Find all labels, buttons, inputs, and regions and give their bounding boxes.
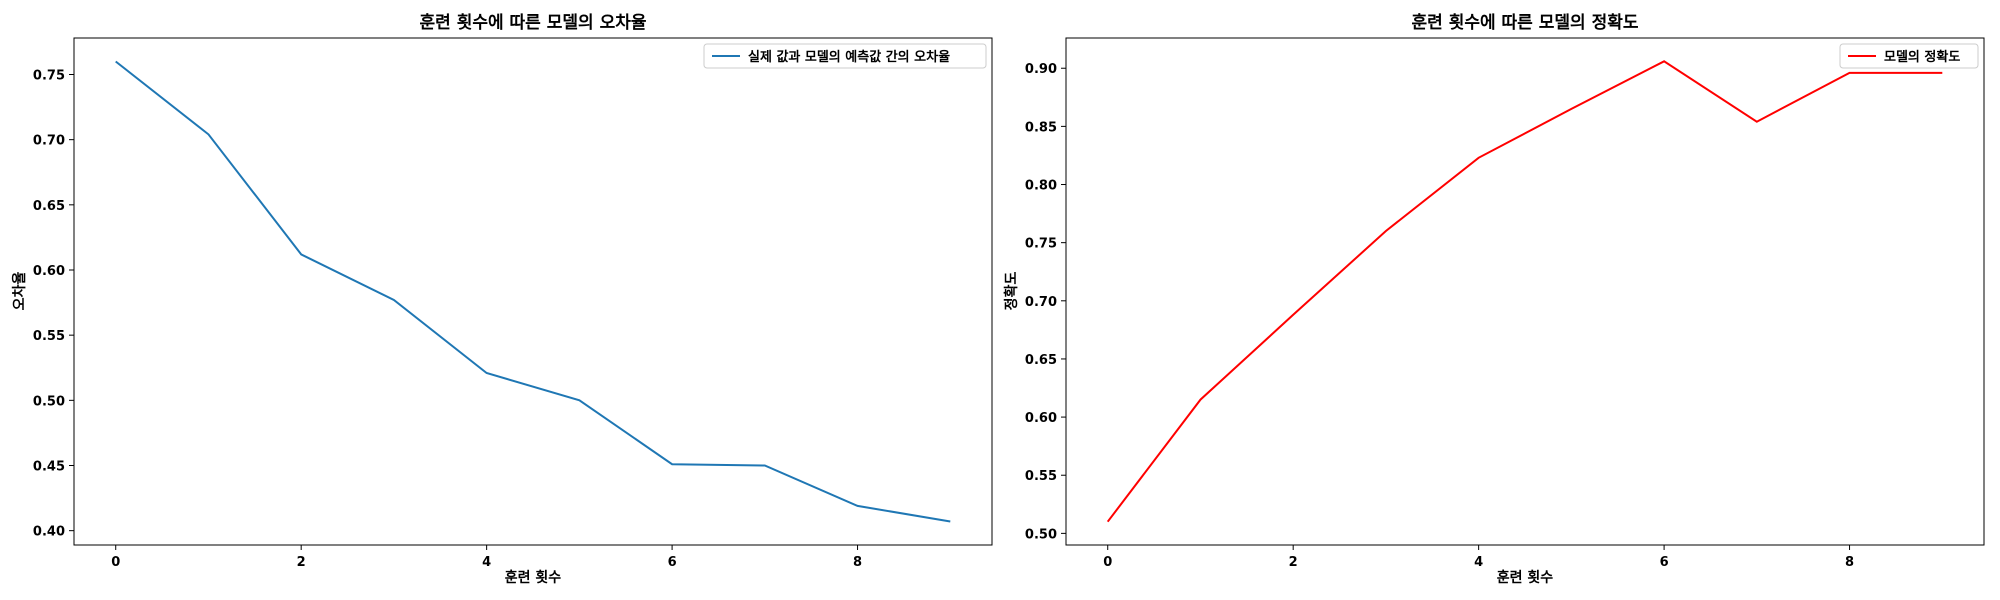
x-tick-label: 6: [1660, 555, 1669, 570]
chart-accuracy: 훈련 횟수에 따른 모델의 정확도 0 2 4 6 80.500.550.600.650…: [1003, 12, 1985, 586]
y-tick-label: 0.85: [1025, 120, 1057, 135]
chart-title: 훈련 횟수에 따른 모델의 정확도: [1412, 12, 1639, 33]
x-tick-label: 0: [111, 555, 120, 570]
y-tick-label: 0.55: [1025, 469, 1057, 484]
series-line: [115, 60, 951, 523]
tick-group: 0 2 4 6 8 0.40 0.45 0.50 0.55 0.60 0.65 0.70 0.75: [33, 68, 862, 570]
y-axis-label: 정확도: [1003, 272, 1020, 311]
y-tick-label: 0.75: [33, 68, 65, 83]
y-tick-label: 0.60: [1025, 411, 1057, 426]
y-axis-label: 오차율: [11, 272, 28, 311]
legend: 모델의 정확도: [1839, 43, 1979, 69]
y-tick-label: 0.50: [33, 394, 65, 409]
y-tick-label: 0.60: [33, 264, 65, 279]
y-tick-label: 0.80: [1025, 179, 1057, 194]
legend-box: [1839, 43, 1979, 69]
tick-group: 0 2 4 6 8 0.50 0.55 0.60 0.65 0.70 0.75 0.80 0.85 0.9…: [1025, 62, 1854, 570]
x-tick-label: 8: [853, 555, 862, 570]
legend-label: 실제 값과 모델의 예측값 간의 오차율: [748, 49, 950, 65]
x-axis-label: 훈련 횟수: [1497, 569, 1554, 586]
y-tick-label: 0.55: [33, 329, 65, 344]
x-tick-label: 4: [1474, 555, 1483, 570]
x-tick-label: 6: [668, 555, 677, 570]
y-tick-label: 0.70: [33, 134, 65, 149]
x-tick-label: 4: [482, 555, 491, 570]
chart-error-rate: 훈련 횟수에 따른 모델의 오차율 0 2 4 6 80.400.450.500.550…: [11, 12, 993, 586]
x-tick-label: 2: [1289, 555, 1298, 570]
y-tick-label: 0.45: [33, 459, 65, 474]
y-tick-label: 0.70: [1025, 295, 1057, 310]
legend: 실제 값과 모델의 예측값 간의 오차율: [703, 43, 987, 69]
x-tick-label: 2: [297, 555, 306, 570]
y-tick-label: 0.65: [33, 199, 65, 214]
y-tick-label: 0.90: [1025, 62, 1057, 77]
y-tick-label: 0.75: [1025, 237, 1057, 252]
x-tick-label: 0: [1103, 555, 1112, 570]
series-line: [1106, 60, 1943, 523]
plot-area-frame: [73, 37, 993, 546]
y-tick-label: 0.40: [33, 525, 65, 540]
y-tick-label: 0.50: [1025, 527, 1057, 542]
x-tick-label: 8: [1845, 555, 1854, 570]
x-axis-label: 훈련 횟수: [505, 569, 562, 586]
legend-box: [703, 43, 987, 69]
legend-label: 모델의 정확도: [1884, 49, 1960, 65]
y-tick-label: 0.65: [1025, 353, 1057, 368]
plot-area-frame: [1065, 37, 1985, 546]
chart-title: 훈련 횟수에 따른 모델의 오차율: [420, 12, 647, 33]
